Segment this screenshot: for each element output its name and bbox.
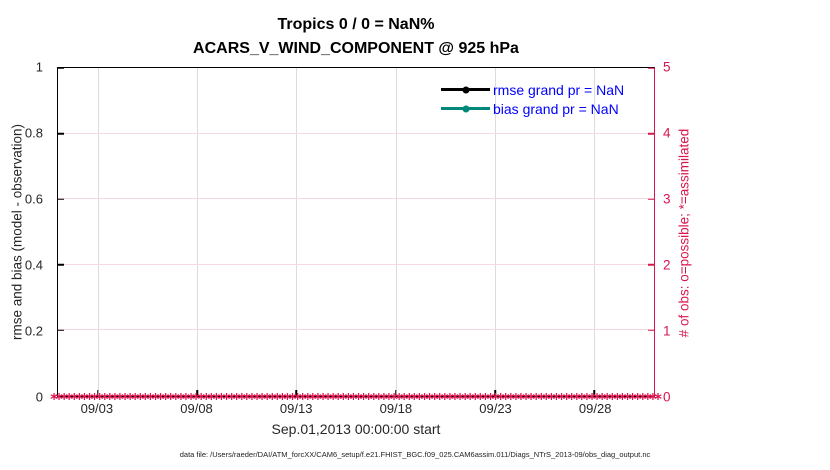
y-tick-mark-right bbox=[648, 264, 654, 266]
y-gridline bbox=[58, 329, 654, 331]
legend: rmse grand pr = NaN bias grand pr = NaN bbox=[441, 80, 624, 118]
x-tick-label: 09/08 bbox=[180, 401, 213, 416]
legend-entry: rmse grand pr = NaN bbox=[441, 80, 624, 99]
y-tick-mark-right bbox=[648, 132, 654, 135]
x-tick-mark bbox=[593, 390, 596, 396]
x-gridline bbox=[197, 68, 199, 396]
x-tick-labels: 09/03 09/08 09/13 09/18 09/23 09/28 bbox=[57, 401, 655, 417]
chart-title-line2: ACARS_V_WIND_COMPONENT @ 925 hPa bbox=[193, 40, 519, 57]
x-tick-mark bbox=[295, 390, 298, 396]
y-tick-mark-right bbox=[648, 67, 654, 69]
x-tick-label: 09/03 bbox=[80, 401, 114, 416]
y-tick-labels-left: 0 0.2 0.4 0.6 0.8 1 bbox=[0, 60, 50, 405]
x-tick-mark bbox=[196, 390, 198, 396]
y-tick-mark-left bbox=[58, 329, 64, 332]
y-gridline bbox=[58, 198, 654, 200]
y-tick-mark-left bbox=[58, 67, 64, 69]
y-tick-label-right: 4 bbox=[663, 125, 671, 141]
y-tick-label-left: 0.8 bbox=[24, 125, 43, 141]
x-gridline bbox=[395, 68, 397, 396]
y-tick-labels-right: 0 1 2 3 4 5 bbox=[655, 60, 689, 405]
y-tick-mark-right bbox=[648, 395, 654, 397]
y-tick-mark-left bbox=[58, 132, 64, 135]
y-tick-label-right: 0 bbox=[663, 389, 671, 405]
y-tick-label-right: 2 bbox=[663, 257, 671, 273]
y-tick-label-left: 1 bbox=[35, 59, 43, 75]
y-tick-label-right: 1 bbox=[663, 323, 671, 339]
y-tick-label-right: 5 bbox=[663, 59, 671, 75]
legend-line-sample bbox=[441, 86, 490, 93]
legend-marker-dot bbox=[462, 105, 469, 112]
y-tick-label-left: 0 bbox=[35, 389, 43, 405]
y-tick-label-left: 0.6 bbox=[24, 191, 43, 207]
x-gridline bbox=[97, 68, 99, 396]
y-gridline bbox=[58, 263, 654, 265]
x-tick-label: 09/13 bbox=[279, 401, 313, 416]
x-tick-label: 09/28 bbox=[578, 401, 612, 416]
y-tick-mark-left bbox=[58, 264, 64, 266]
chart-title-line1: Tropics 0 / 0 = NaN% bbox=[277, 16, 435, 33]
x-gridline bbox=[296, 68, 298, 396]
x-tick-label: 09/18 bbox=[379, 401, 413, 416]
x-axis-label: Sep.01,2013 00:00:00 start bbox=[271, 421, 441, 437]
chart-title: Tropics 0 / 0 = NaN% ACARS_V_WIND_COMPON… bbox=[57, 13, 655, 61]
legend-label: bias grand pr = NaN bbox=[493, 100, 619, 117]
x-tick-label: 09/23 bbox=[479, 401, 512, 416]
legend-marker-dot bbox=[462, 86, 469, 93]
x-tick-mark bbox=[494, 390, 496, 396]
y-tick-label-left: 0.2 bbox=[24, 323, 43, 339]
y-tick-mark-left bbox=[58, 198, 64, 200]
x-tick-mark bbox=[394, 390, 397, 396]
x-gridline bbox=[594, 68, 596, 396]
y-gridline bbox=[58, 132, 654, 134]
legend-line-sample bbox=[441, 105, 490, 112]
y-tick-label-right: 3 bbox=[663, 191, 671, 207]
plot-area bbox=[57, 67, 655, 397]
legend-entry: bias grand pr = NaN bbox=[441, 99, 624, 118]
x-gridline bbox=[495, 68, 497, 396]
data-file-caption: data file: /Users/raeder/DAI/ATM_forcXX/… bbox=[179, 450, 651, 459]
y-tick-mark-right bbox=[648, 198, 654, 200]
x-tick-mark bbox=[96, 390, 99, 396]
y-tick-mark-right bbox=[648, 329, 654, 332]
y-tick-mark-left bbox=[58, 395, 64, 397]
y-tick-label-left: 0.4 bbox=[24, 257, 43, 273]
legend-label: rmse grand pr = NaN bbox=[493, 81, 625, 98]
